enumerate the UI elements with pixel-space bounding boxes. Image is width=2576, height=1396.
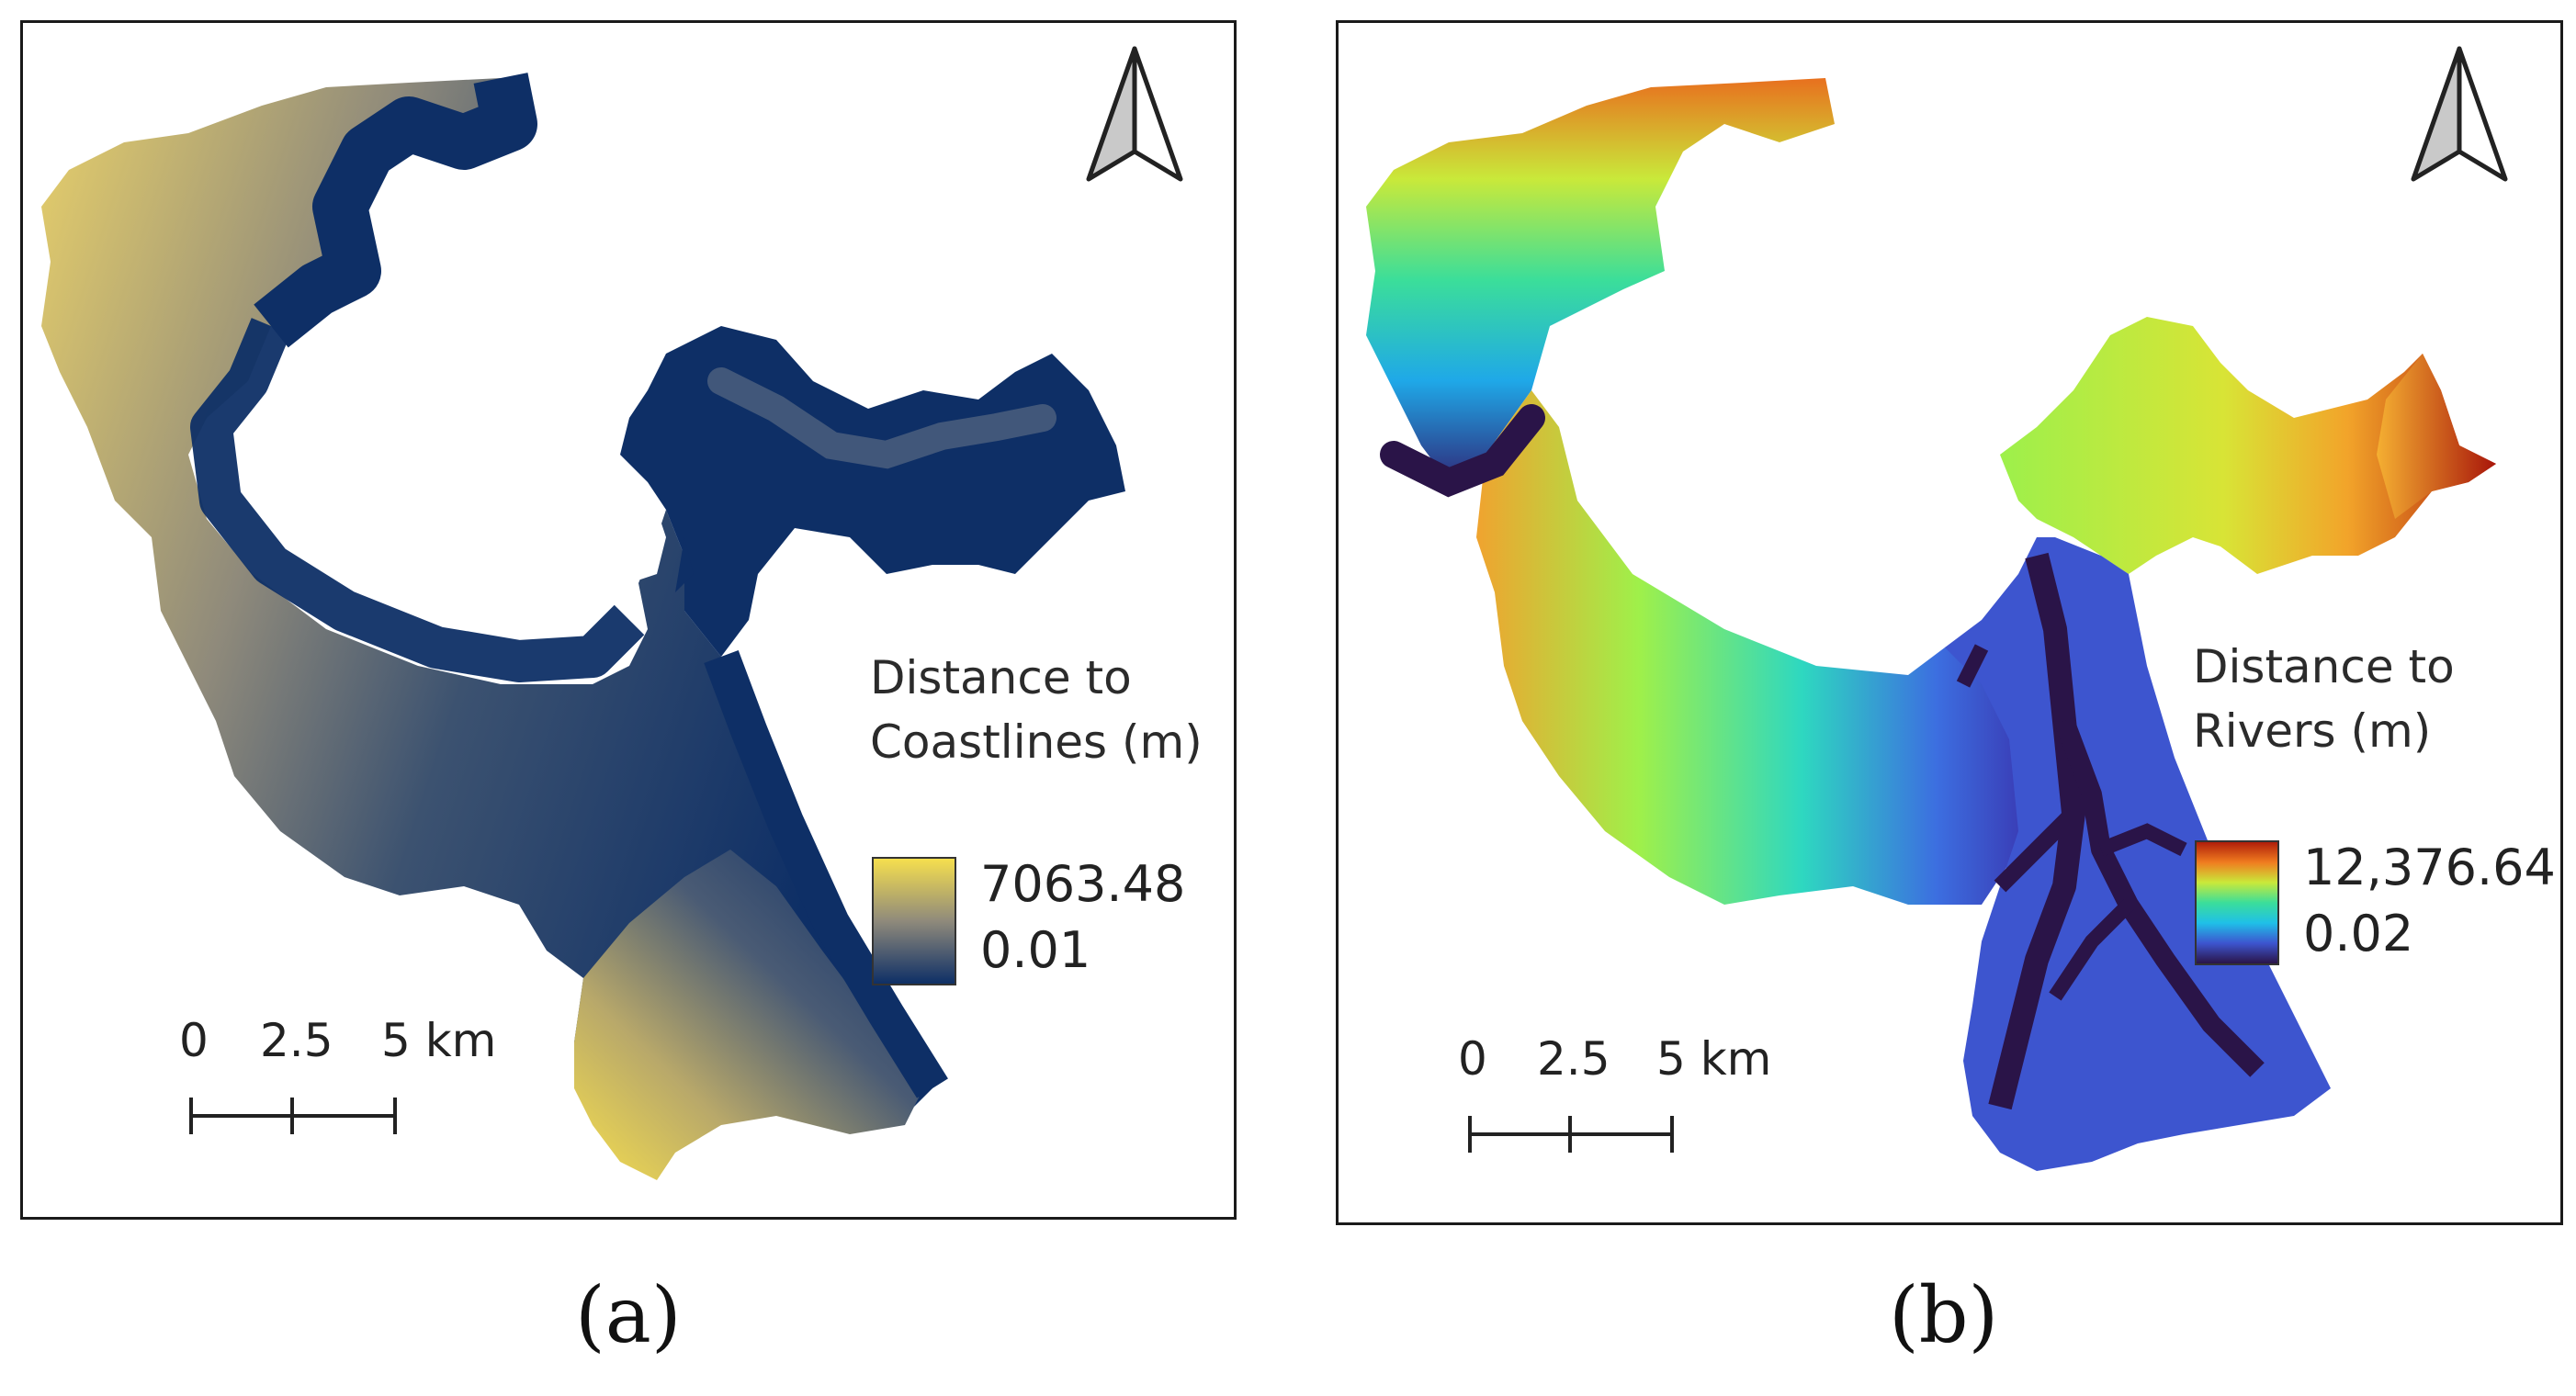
scale-bar — [1468, 1116, 1674, 1153]
river-distance-raster — [1366, 78, 2496, 1171]
scale-label-end: 5 km — [381, 1014, 497, 1067]
legend-color-ramp — [2195, 840, 2279, 965]
scale-label-end: 5 km — [1656, 1032, 1772, 1086]
legend-title-line2: Coastlines (m) — [870, 715, 1203, 769]
north-arrow-icon — [2411, 46, 2508, 182]
legend-max-value: 7063.48 — [980, 855, 1186, 913]
study-area-south — [574, 850, 923, 1180]
caption-a: (a) — [575, 1270, 682, 1360]
scale-label-zero: 0 — [179, 1014, 209, 1067]
legend-max-value: 12,376.64 — [2303, 839, 2556, 896]
legend-color-ramp — [872, 857, 956, 985]
north-arrow-icon — [1086, 46, 1183, 182]
caption-b: (b) — [1889, 1270, 1999, 1360]
legend-title-line1: Distance to — [870, 651, 1132, 704]
study-area-west — [1476, 390, 2018, 905]
scale-label-mid: 2.5 — [260, 1014, 333, 1067]
scale-bar — [189, 1098, 397, 1134]
study-area-northwest — [1366, 78, 1835, 482]
map-panel-b: Distance to Rivers (m) 12,376.64 0.02 0 … — [1336, 20, 2563, 1225]
legend-title-line1: Distance to — [2193, 640, 2455, 693]
map-panel-a: Distance to Coastlines (m) 7063.48 0.01 … — [20, 20, 1237, 1220]
scale-label-mid: 2.5 — [1537, 1032, 1610, 1086]
study-area-east-lobe — [2000, 317, 2496, 574]
legend-min-value: 0.02 — [2303, 905, 2414, 963]
legend-title-line2: Rivers (m) — [2193, 704, 2432, 758]
study-area-east-lobe — [620, 326, 1125, 657]
coastline-distance-raster — [41, 73, 1125, 1180]
legend-min-value: 0.01 — [980, 921, 1091, 979]
scale-label-zero: 0 — [1458, 1032, 1487, 1086]
study-area-south — [1945, 537, 2331, 1171]
